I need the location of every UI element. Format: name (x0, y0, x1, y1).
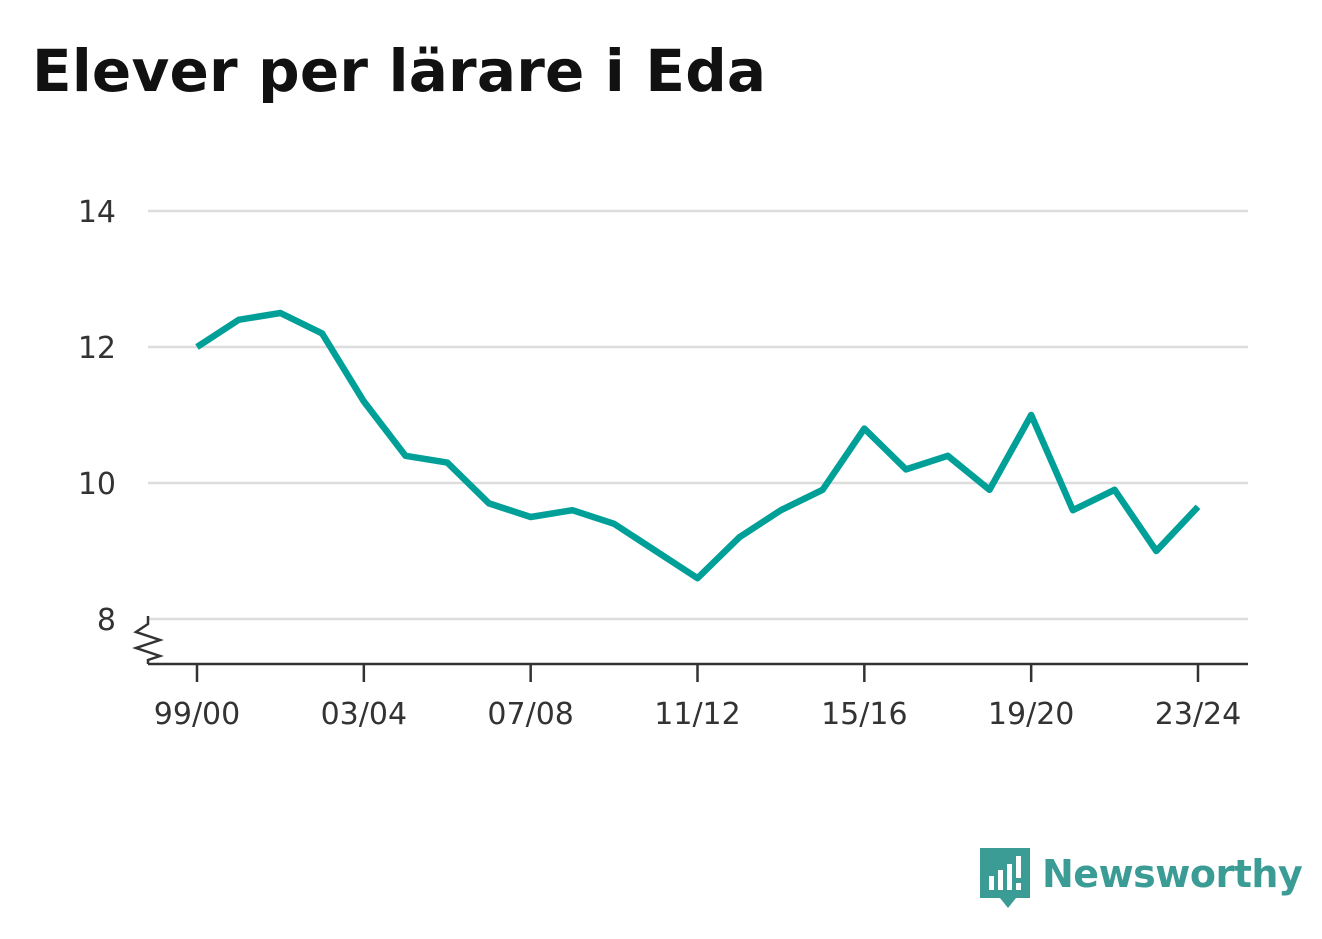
series-line-0 (195, 309, 1201, 582)
x-tick-label-07-08: 07/08 (487, 697, 573, 732)
series-group (195, 309, 1201, 582)
y-axis: 8 10 12 14 (78, 195, 164, 664)
y-tick-label-12: 12 (78, 331, 116, 366)
brand-name: Newsworthy (1042, 852, 1303, 896)
chart-title: Elever per lärare i Eda (32, 37, 767, 105)
x-tick-label-11-12: 11/12 (654, 697, 740, 732)
x-tick-label-23-24: 23/24 (1155, 697, 1241, 732)
grid-lines (148, 209, 1248, 621)
x-tick-label-15-16: 15/16 (821, 697, 907, 732)
x-tick-label-99-00: 99/00 (154, 697, 240, 732)
x-tick-label-03-04: 03/04 (321, 697, 407, 732)
y-tick-label-8: 8 (97, 603, 116, 638)
x-axis: 99/00 03/04 07/08 11/12 15/16 19/20 23/24 (148, 662, 1248, 732)
bar-chart-speech-bubble-icon (980, 848, 1030, 908)
y-tick-label-14: 14 (78, 195, 116, 230)
y-axis-break-symbol (132, 616, 164, 664)
x-tick-label-19-20: 19/20 (988, 697, 1074, 732)
y-tick-label-10: 10 (78, 467, 116, 502)
newsworthy-logo: Newsworthy (980, 848, 1303, 912)
